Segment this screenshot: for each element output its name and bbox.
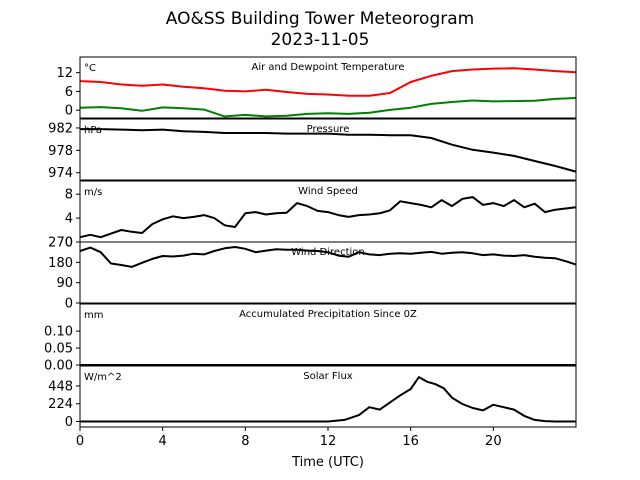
panel-3: 8 4 0 m/s Wind Speed [65, 180, 577, 251]
y-tick-label: 0 [65, 415, 73, 430]
x-axis: 0 4 8 12 16 20 [76, 427, 502, 449]
x-tick-label: 20 [485, 434, 502, 449]
y-tick-label: 6 [65, 85, 73, 100]
panel-4: 270 180 90 0 Wind Direction [48, 236, 577, 312]
panel-unit-label: mm [84, 310, 103, 321]
dewpoint-series-line [79, 97, 577, 118]
y-tick-label: 0 [65, 236, 73, 251]
x-tick-label: 0 [76, 434, 84, 449]
y-tick-label: 0 [65, 104, 73, 119]
panel-frame [79, 56, 577, 119]
y-tick-label: 0 [65, 297, 73, 312]
panel-1: 12 6 0 °C Air and Dewpoint Temperature [56, 56, 577, 119]
panel-unit-label: °C [84, 63, 96, 74]
panels: 12 6 0 °C Air and Dewpoint Temperature 982 978… [44, 56, 577, 430]
panel-3-series-line [79, 196, 577, 239]
y-tick-label: 180 [48, 256, 73, 271]
x-tick-label: 16 [402, 434, 419, 449]
x-tick-label: 12 [320, 434, 337, 449]
panel-title: Wind Direction [291, 247, 365, 258]
air-series-line [79, 67, 577, 97]
panel-title: Air and Dewpoint Temperature [252, 62, 405, 73]
y-tick-label: 0.00 [44, 359, 73, 374]
panel-frame [79, 118, 577, 181]
y-tick-label: 982 [48, 121, 73, 136]
x-axis-label: Time (UTC) [291, 455, 364, 470]
panel-frame [79, 303, 577, 366]
panel-unit-label: hPa [84, 125, 102, 136]
panel-title: Wind Speed [298, 186, 358, 197]
y-tick-label: 270 [48, 236, 73, 251]
y-tick-label: 4 [65, 212, 73, 227]
panel-frame [79, 241, 577, 304]
y-tick-label: 12 [56, 66, 73, 81]
y-tick-label: 8 [65, 188, 73, 203]
figure-title-line2: 2023-11-05 [271, 30, 370, 50]
panel-5: 0.10 0.05 0.00 mm Accumulated Precipitation … [44, 303, 577, 374]
panel-unit-label: m/s [84, 187, 102, 198]
panel-unit-label: W/m^2 [84, 372, 122, 383]
y-tick-label: 974 [48, 166, 73, 181]
y-tick-label: 0.05 [44, 342, 73, 357]
panel-4-series-line [79, 246, 577, 268]
x-tick-label: 4 [159, 434, 167, 449]
y-tick-label: 224 [48, 397, 73, 412]
panel-6-series-line [80, 376, 576, 423]
panel-title: Accumulated Precipitation Since 0Z [239, 309, 417, 320]
y-tick-label: 0.10 [44, 325, 73, 340]
y-tick-label: 978 [48, 144, 73, 159]
panel-title: Solar Flux [303, 371, 353, 382]
figure-title-line1: AO&SS Building Tower Meteorogram [166, 9, 474, 29]
y-tick-label: 448 [48, 379, 73, 394]
x-tick-label: 8 [241, 434, 249, 449]
panel-title: Pressure [307, 124, 350, 135]
y-tick-label: 90 [56, 276, 73, 291]
panel-2: 982 978 974 hPa Pressure [48, 118, 577, 181]
panel-6: 448 224 0 W/m^2 Solar Flux [48, 365, 577, 430]
panel-2-series-line [80, 128, 577, 173]
